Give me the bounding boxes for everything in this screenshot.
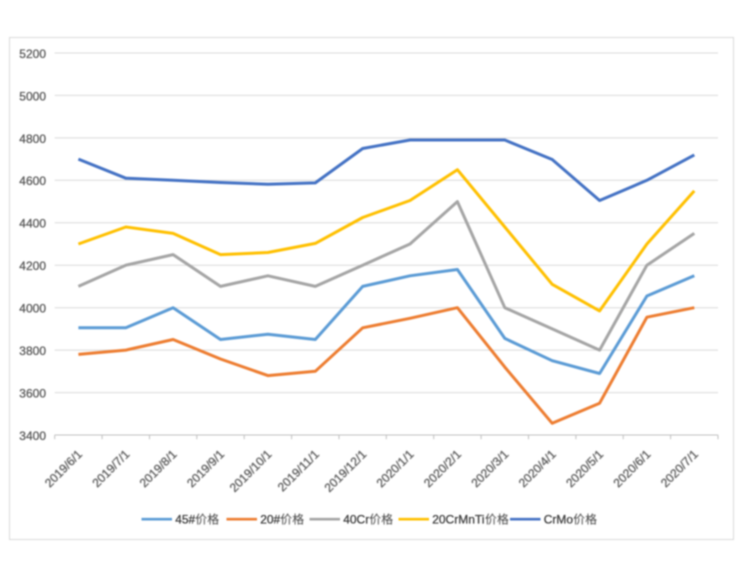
svg-text:20CrMnTi: 20CrMnTi	[432, 513, 484, 527]
svg-text:3600: 3600	[19, 387, 46, 401]
svg-text:4000: 4000	[19, 302, 46, 316]
svg-text:CrMo: CrMo	[544, 513, 574, 527]
svg-text:5200: 5200	[19, 47, 46, 61]
svg-text:45#: 45#	[175, 513, 195, 527]
svg-text:20#: 20#	[260, 513, 280, 527]
svg-text:3400: 3400	[19, 429, 46, 443]
svg-text:4200: 4200	[19, 259, 46, 273]
svg-text:5000: 5000	[19, 89, 46, 103]
svg-text:40Cr: 40Cr	[343, 513, 369, 527]
svg-text:3800: 3800	[19, 344, 46, 358]
svg-text:4800: 4800	[19, 132, 46, 146]
svg-text:4400: 4400	[19, 217, 46, 231]
svg-text:4600: 4600	[19, 174, 46, 188]
